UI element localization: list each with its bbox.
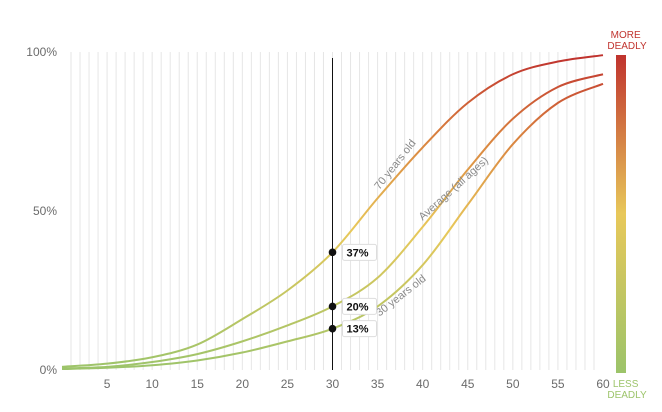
- x-tick-label: 55: [551, 377, 565, 391]
- x-tick-label: 10: [145, 377, 159, 391]
- selection-point[interactable]: [328, 248, 337, 257]
- value-label-box: [342, 320, 377, 338]
- x-tick-label: 25: [281, 377, 295, 391]
- selection-point[interactable]: [328, 324, 337, 333]
- x-tick-label: 20: [236, 377, 250, 391]
- y-tick-label: 0%: [40, 363, 58, 377]
- value-label-box: [342, 243, 377, 261]
- x-tick-label: 40: [416, 377, 430, 391]
- selection-marker[interactable]: 37% 20% 13%: [328, 58, 377, 370]
- x-axis: 5 10 15 20 25 30 35 40 45 50 55 60: [104, 377, 610, 391]
- x-tick-label: 30: [326, 377, 340, 391]
- x-tick-label: 60: [596, 377, 610, 391]
- chart-grid: [70, 52, 595, 370]
- value-label: 20%: [347, 301, 369, 313]
- x-tick-label: 45: [461, 377, 475, 391]
- value-label: 13%: [347, 324, 369, 336]
- selection-point[interactable]: [328, 302, 337, 311]
- y-axis: 0% 50% 100%: [26, 45, 57, 377]
- scale-top-label: MORE DEADLY: [607, 30, 647, 52]
- value-label: 37%: [347, 247, 369, 259]
- scale-bar: [616, 55, 626, 373]
- x-tick-label: 50: [506, 377, 520, 391]
- x-tick-label: 15: [191, 377, 205, 391]
- x-tick-label: 35: [371, 377, 385, 391]
- scale-bottom-label-line1: LESS: [613, 379, 639, 390]
- scale-bottom-label: LESS DEADLY: [607, 379, 647, 401]
- scale-top-label-line2: DEADLY: [607, 41, 647, 52]
- y-tick-label: 100%: [26, 45, 57, 59]
- x-tick-label: 5: [104, 377, 111, 391]
- series-label: 30 years old: [374, 273, 429, 319]
- scale-bottom-label-line2: DEADLY: [607, 390, 647, 401]
- scale-top-label-line1: MORE: [611, 30, 641, 41]
- value-label-box: [342, 297, 377, 315]
- y-tick-label: 50%: [33, 204, 57, 218]
- severity-color-scale: MORE DEADLY LESS DEADLY: [607, 30, 647, 401]
